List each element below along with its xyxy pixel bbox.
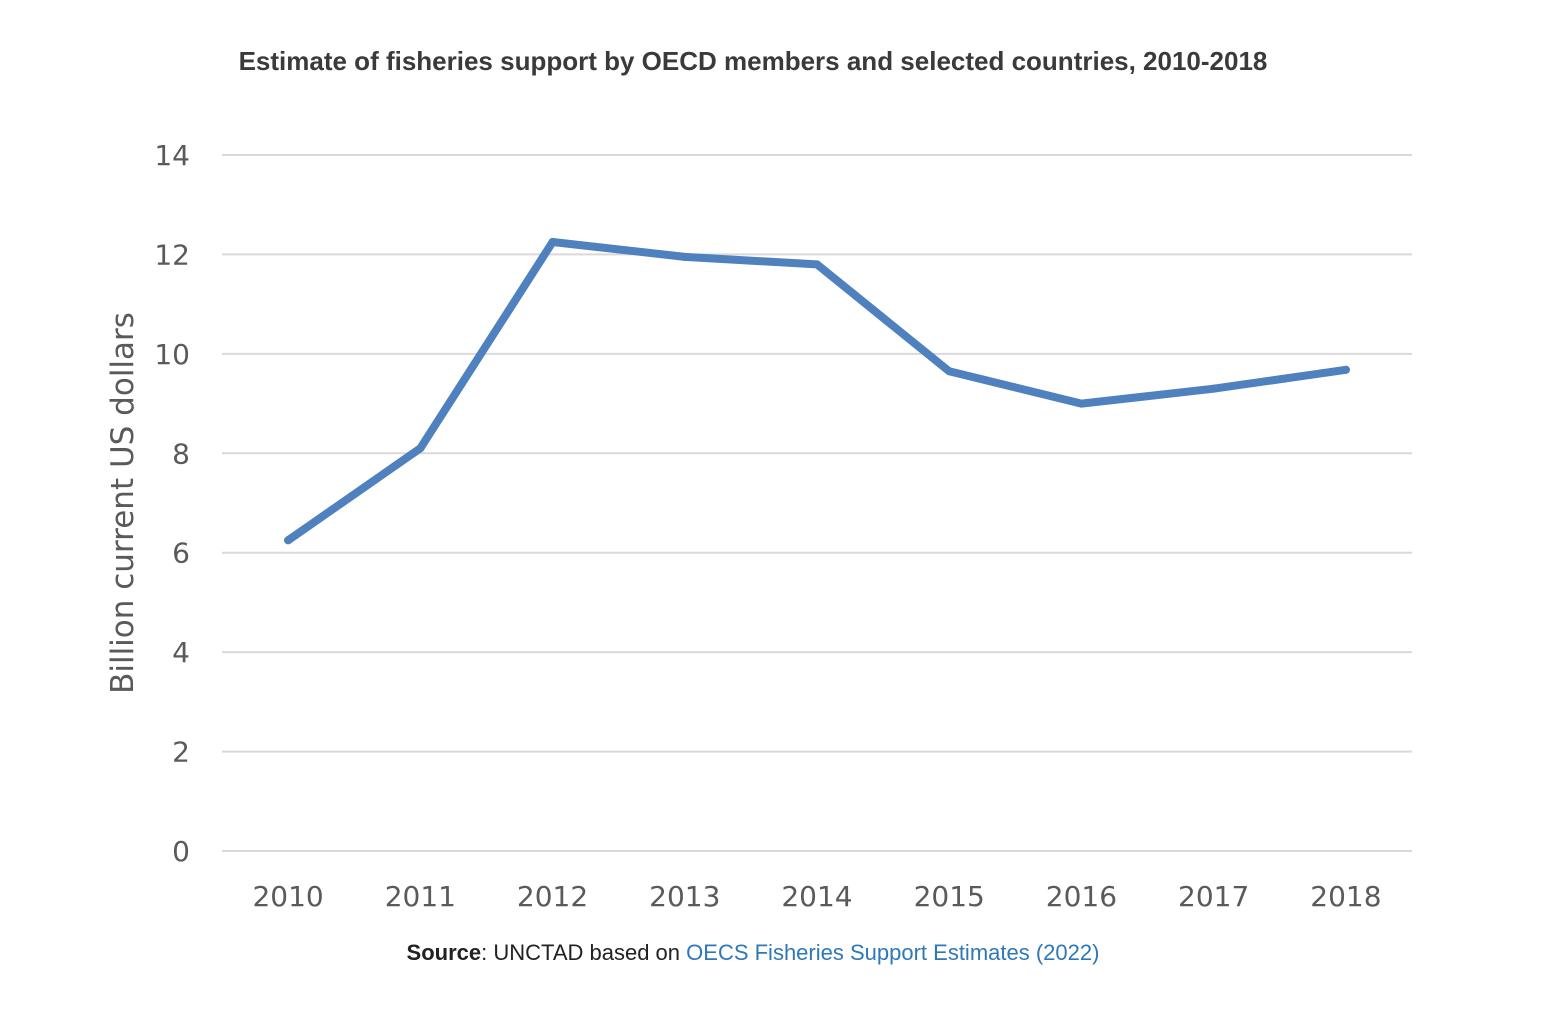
data-point-2014 <box>813 260 821 269</box>
data-point-2013 <box>680 252 689 261</box>
series-layer <box>284 238 1350 545</box>
chart-title: Estimate of fisheries support by OECD me… <box>238 46 1268 76</box>
data-point-2012 <box>548 238 557 246</box>
y-tick-label: 10 <box>154 338 190 371</box>
x-tick-label: 2017 <box>1178 880 1249 913</box>
y-tick-label: 2 <box>172 736 190 769</box>
x-tick-label: 2012 <box>517 880 588 913</box>
data-point-2018 <box>1341 365 1350 374</box>
source-text: : UNCTAD based on <box>481 940 687 965</box>
x-tick-label: 2011 <box>385 880 456 913</box>
x-tick-label: 2010 <box>252 880 323 913</box>
x-tick-label: 2015 <box>914 880 985 913</box>
data-point-2017 <box>1209 384 1218 393</box>
data-point-2011 <box>416 444 425 453</box>
y-tick-label: 4 <box>172 636 190 669</box>
y-axis-label: Billion current US dollars <box>105 312 141 694</box>
y-tick-label: 12 <box>154 238 190 271</box>
x-axis-ticks: 2010 2011 2012 2013 2014 2015 2016 2017 2018 <box>252 880 1381 913</box>
series-line <box>284 238 1350 545</box>
data-point-2015 <box>945 367 954 376</box>
x-tick-label: 2014 <box>781 880 852 913</box>
x-tick-label: 2016 <box>1046 880 1117 913</box>
x-tick-label: 2018 <box>1310 880 1381 913</box>
source-link[interactable]: OECS Fisheries Support Estimates (2022) <box>686 940 1100 965</box>
gridlines <box>222 154 1412 852</box>
y-tick-label: 14 <box>154 139 190 172</box>
y-tick-label: 6 <box>172 537 190 570</box>
x-tick-label: 2013 <box>649 880 720 913</box>
y-axis-ticks: 0 2 4 6 8 10 12 14 <box>154 139 190 868</box>
data-point-2010 <box>284 536 293 545</box>
y-tick-label: 0 <box>172 835 190 868</box>
source-line: Source: UNCTAD based on OECS Fisheries S… <box>0 940 1506 966</box>
source-label: Source <box>406 940 482 965</box>
y-tick-label: 8 <box>172 437 190 470</box>
data-point-2016 <box>1077 399 1086 408</box>
